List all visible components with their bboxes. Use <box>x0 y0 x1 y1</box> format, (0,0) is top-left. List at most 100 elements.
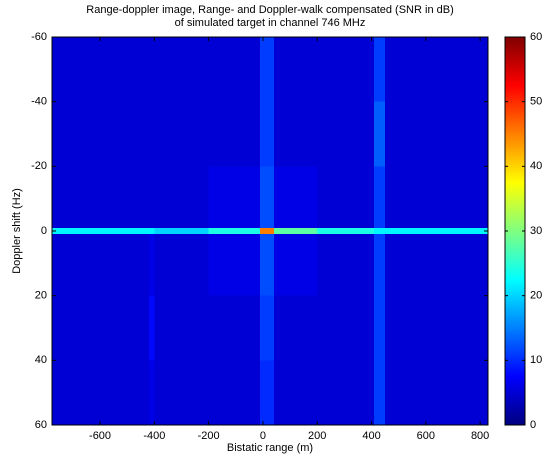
heatmap-cell <box>273 360 318 425</box>
x-tick-label: -600 <box>89 430 111 442</box>
heatmap-cell <box>317 227 375 235</box>
x-tick-label: 400 <box>362 430 380 442</box>
heatmap-cell <box>385 166 426 228</box>
heatmap-cell <box>52 37 101 102</box>
heatmap-cell <box>425 227 488 235</box>
y-tick-label: 20 <box>35 290 47 302</box>
heatmap-cell <box>260 295 274 361</box>
heatmap-cell <box>100 227 149 235</box>
heatmap-cell <box>100 360 149 425</box>
heatmap-cell <box>154 227 209 235</box>
heatmap-cell <box>208 37 261 102</box>
heatmap-cell <box>425 295 488 361</box>
heatmap-cell <box>208 101 261 167</box>
heatmap-cell <box>273 166 318 228</box>
x-tick-label: 600 <box>417 430 435 442</box>
x-tick-label: -200 <box>198 430 220 442</box>
heatmap-cell <box>385 234 426 296</box>
x-tick-label: 800 <box>471 430 489 442</box>
heatmap-cell <box>148 101 155 167</box>
heatmap-cell <box>425 166 488 228</box>
heatmap-cell <box>154 234 209 296</box>
chart-title: Range-doppler image, Range- and Doppler-… <box>86 4 453 16</box>
heatmap-cell <box>154 360 209 425</box>
heatmap-cell <box>374 227 386 235</box>
heatmap-cell <box>317 101 375 167</box>
heatmap-cell <box>154 37 209 102</box>
heatmap-cell <box>273 234 318 296</box>
heatmap-cell <box>425 234 488 296</box>
heatmap-cell <box>148 227 155 235</box>
y-tick-label: -40 <box>31 96 47 108</box>
heatmap-cell <box>273 37 318 102</box>
heatmap-cell <box>52 234 101 296</box>
heatmap-cell <box>385 101 426 167</box>
y-tick-label: 40 <box>35 354 47 366</box>
colorbar-tick-label: 60 <box>530 31 542 43</box>
heatmap-cell <box>260 37 274 102</box>
heatmap-cell <box>374 37 386 102</box>
heatmap-cell <box>374 234 386 296</box>
heatmap-cell <box>208 227 261 235</box>
heatmap-cell <box>100 295 149 361</box>
heatmap-cell <box>148 360 155 425</box>
heatmap-cell <box>374 166 386 228</box>
heatmap-cell <box>208 166 261 228</box>
heatmap-cell <box>385 227 426 235</box>
colorbar-tick-label: 0 <box>530 419 536 431</box>
heatmap-cell <box>385 295 426 361</box>
colorbar-tick-label: 30 <box>530 225 542 237</box>
x-tick-label: 0 <box>260 430 266 442</box>
heatmap-cell <box>148 234 155 296</box>
heatmap-cell <box>317 166 375 228</box>
x-tick-label: -400 <box>143 430 165 442</box>
heatmap-cell <box>154 101 209 167</box>
heatmap-cell <box>52 166 101 228</box>
heatmap-cell <box>260 227 274 235</box>
y-axis-label: Doppler shift (Hz) <box>11 188 23 274</box>
x-tick-label: 200 <box>308 430 326 442</box>
y-tick-label: 0 <box>41 225 47 237</box>
heatmap-cell <box>100 166 149 228</box>
heatmap-cell <box>260 166 274 228</box>
y-tick-label: -20 <box>31 160 47 172</box>
heatmap-cell <box>208 360 261 425</box>
heatmap-cell <box>100 101 149 167</box>
heatmap-cell <box>52 295 101 361</box>
heatmap-cell <box>52 101 101 167</box>
heatmap-cell <box>154 295 209 361</box>
heatmap-cell <box>260 360 274 425</box>
colorbar-tick-label: 40 <box>530 160 542 172</box>
heatmap-cell <box>52 360 101 425</box>
heatmap-cell <box>100 37 149 102</box>
heatmap-cell <box>273 101 318 167</box>
colorbar-tick-label: 20 <box>530 290 542 302</box>
heatmap-cell <box>317 37 375 102</box>
heatmap-cell <box>100 234 149 296</box>
colorbar-tick-label: 10 <box>530 354 542 366</box>
heatmap-cell <box>425 360 488 425</box>
x-axis-label: Bistatic range (m) <box>227 442 313 454</box>
heatmap-cell <box>317 360 375 425</box>
heatmap-cell <box>317 234 375 296</box>
heatmap-cell <box>317 295 375 361</box>
heatmap-cell <box>260 101 274 167</box>
y-tick-label: -60 <box>31 31 47 43</box>
heatmap-cell <box>260 234 274 296</box>
heatmap-cell <box>374 360 386 425</box>
heatmap-cell <box>148 166 155 228</box>
heatmap-cell <box>148 37 155 102</box>
colorbar-tick-label: 50 <box>530 96 542 108</box>
heatmap-cell <box>208 295 261 361</box>
heatmap-cell <box>273 227 318 235</box>
heatmap-cell <box>52 227 101 235</box>
chart-title: of simulated target in channel 746 MHz <box>175 17 366 29</box>
heatmap-cell <box>148 295 155 361</box>
heatmap-cell <box>273 295 318 361</box>
heatmap-cell <box>385 37 426 102</box>
heatmap-cell <box>208 234 261 296</box>
heatmap-cell <box>374 295 386 361</box>
heatmap-cell <box>154 166 209 228</box>
y-tick-label: 60 <box>35 419 47 431</box>
